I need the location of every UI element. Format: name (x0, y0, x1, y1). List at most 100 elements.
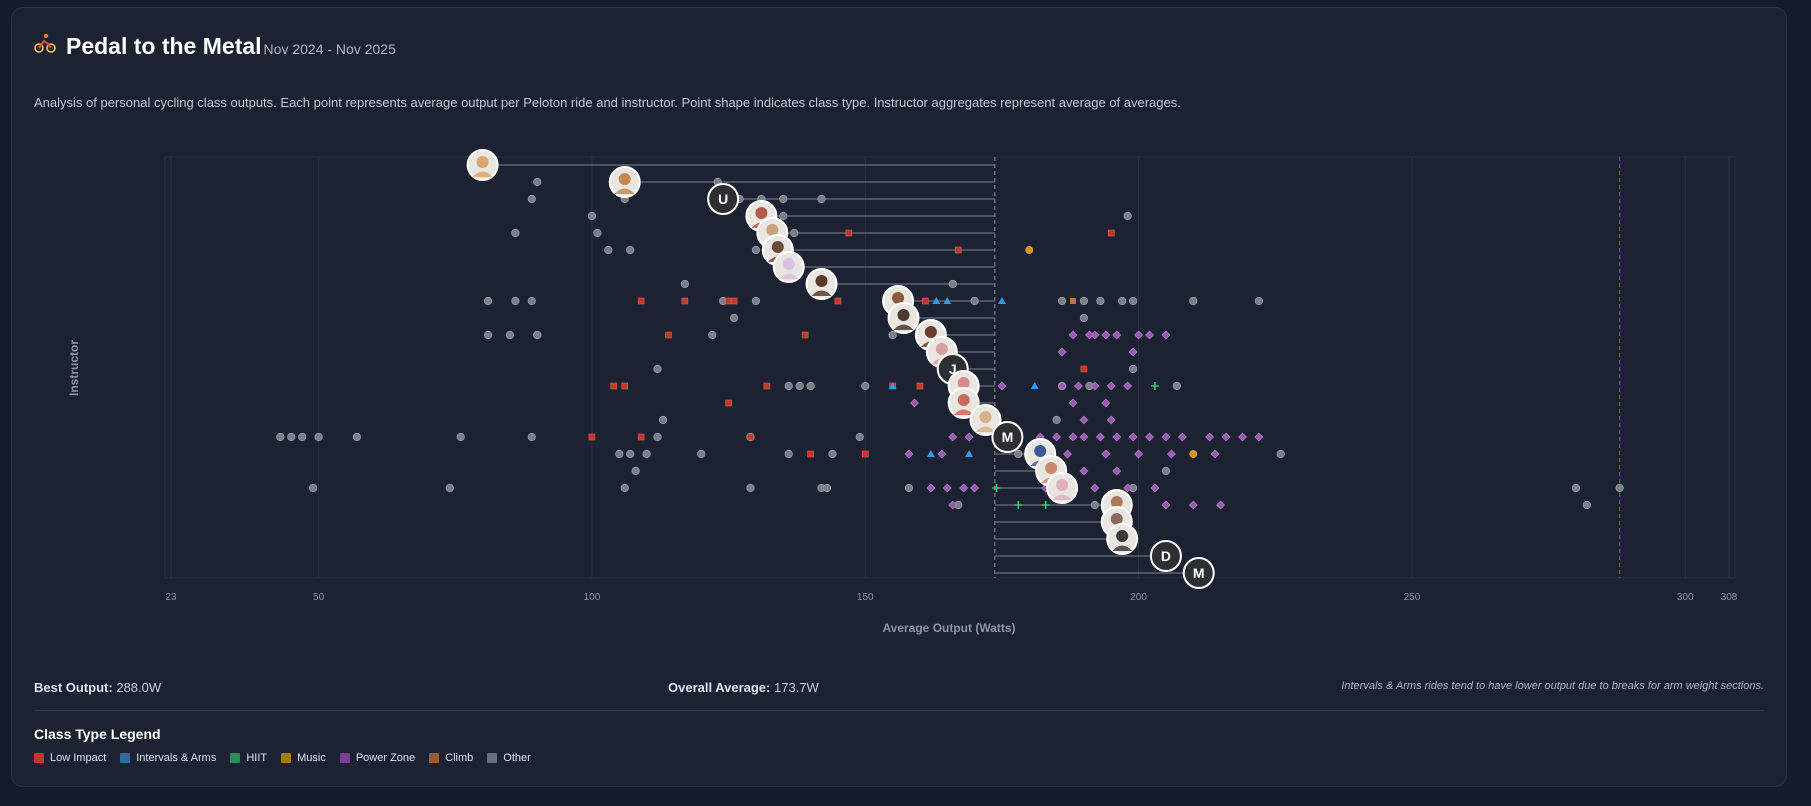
data-point-other (784, 449, 793, 459)
instructor-avatar-head (935, 343, 948, 355)
instructor-avatar-head (979, 411, 992, 423)
data-point-power-zone (1112, 330, 1122, 340)
legend-label: Other (503, 752, 531, 764)
data-point-other (861, 381, 870, 391)
data-point-other (276, 432, 285, 442)
legend-label: Climb (445, 752, 474, 764)
instructor-avatar-head (1034, 445, 1047, 457)
data-point-other (533, 330, 542, 340)
data-point-hiit (1041, 501, 1050, 509)
data-point-power-zone (904, 449, 914, 459)
data-point-power-zone (1084, 330, 1094, 340)
data-point-other (904, 483, 914, 493)
best-output-label: Best Output: (34, 680, 113, 695)
data-point-other (817, 194, 826, 204)
footnote: Intervals & Arms rides tend to have lowe… (1341, 680, 1764, 692)
data-point-power-zone (1079, 466, 1089, 476)
x-tick-label: 100 (584, 592, 601, 603)
data-point-power-zone (942, 483, 952, 493)
instructor-avatar-head (1110, 496, 1123, 508)
data-point-other (970, 296, 979, 306)
legend-label: HIIT (246, 752, 268, 764)
data-point-power-zone (1161, 432, 1171, 442)
data-point-other (1096, 296, 1105, 306)
data-point-other (806, 381, 815, 391)
data-point-power-zone (970, 483, 980, 493)
data-point-other (708, 330, 717, 340)
data-point-other (287, 432, 296, 442)
data-point-other (1172, 381, 1181, 391)
data-point-power-zone (1161, 500, 1171, 510)
data-point-power-zone (1106, 415, 1116, 425)
data-point-other (784, 381, 793, 391)
instructor-avatar (707, 183, 740, 215)
instructor-avatar-head (892, 292, 905, 304)
data-point-other (604, 245, 613, 255)
overall-average-stat: Overall Average: 173.7W (668, 680, 819, 695)
divider (34, 710, 1764, 711)
data-point-low-impact (845, 229, 853, 237)
instructor-avatar-body (953, 409, 974, 415)
data-point-power-zone (948, 500, 958, 510)
data-point-other (653, 432, 662, 442)
data-point-power-zone (1068, 330, 1078, 340)
legend-swatch (230, 753, 241, 763)
instructor-avatar-head (766, 224, 779, 236)
data-point-other (505, 330, 515, 340)
data-point-power-zone (926, 483, 936, 493)
data-point-intervals-arms (888, 382, 897, 389)
cyclist-icon (34, 33, 56, 53)
data-point-intervals-arms (943, 297, 952, 304)
data-point-other (948, 279, 957, 289)
data-point-power-zone (1090, 483, 1100, 493)
instructor-avatar-head (897, 309, 910, 321)
legend-label: Low Impact (50, 752, 107, 764)
data-point-other (1079, 313, 1089, 323)
data-point-low-impact (681, 297, 689, 305)
x-tick-label: 150 (857, 592, 874, 603)
data-point-other (680, 279, 689, 289)
data-point-other (533, 177, 542, 187)
data-point-power-zone (1112, 466, 1122, 476)
data-point-other (483, 296, 493, 306)
data-point-other (626, 449, 635, 459)
legend-label: Power Zone (355, 752, 416, 764)
data-point-power-zone (1177, 432, 1187, 442)
instructor-avatar-head (924, 326, 937, 338)
data-point-intervals-arms (932, 297, 941, 304)
legend-swatch (120, 753, 131, 763)
data-point-power-zone (1161, 330, 1171, 340)
data-point-low-impact (637, 433, 645, 441)
data-point-low-impact (588, 433, 596, 441)
data-point-climb (1070, 298, 1076, 304)
data-point-power-zone (910, 398, 919, 408)
data-point-intervals-arms (1030, 382, 1039, 389)
instructor-avatar-head (755, 207, 768, 219)
data-point-low-impact (725, 399, 732, 407)
best-output-value: 288.0W (116, 680, 162, 695)
header: Pedal to the Metal Nov 2024 - Nov 2025 (34, 32, 396, 60)
data-point-low-impact (747, 433, 754, 441)
data-point-other (1052, 415, 1061, 425)
data-point-hiit (992, 484, 1001, 492)
data-point-other (456, 432, 465, 442)
data-point-hiit (1014, 501, 1023, 509)
data-point-other (631, 466, 640, 476)
data-point-low-impact (665, 331, 672, 339)
x-tick-label: 308 (1721, 592, 1738, 603)
data-point-other (779, 211, 788, 221)
data-point-power-zone (1068, 398, 1078, 408)
data-point-low-impact (725, 297, 732, 305)
data-point-other (1254, 296, 1263, 306)
data-point-other (352, 432, 361, 442)
data-point-other (658, 415, 668, 425)
data-point-intervals-arms (926, 450, 935, 457)
legend-item-other: Other (487, 752, 531, 764)
instructor-avatar-head (771, 241, 784, 253)
data-point-power-zone (1254, 432, 1264, 442)
data-point-power-zone (1210, 449, 1220, 459)
overall-average-value: 173.7W (774, 680, 819, 695)
data-point-other (626, 245, 635, 255)
data-point-other (779, 194, 788, 204)
instructor-avatar-body (893, 324, 914, 330)
